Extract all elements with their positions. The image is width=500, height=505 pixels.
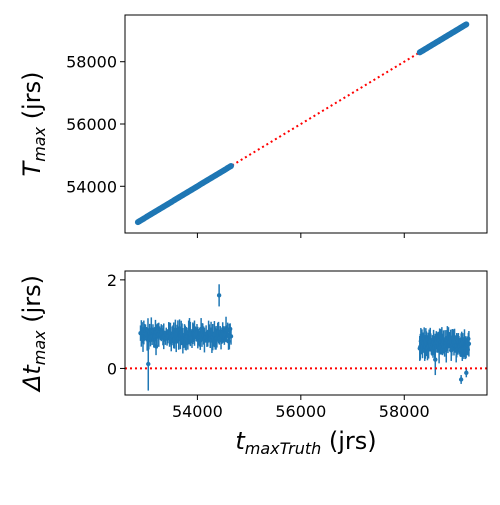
bottom-x-axis-label: tmaxTruth (jrs)	[235, 427, 376, 458]
top-reference-line	[137, 23, 467, 223]
bottom-x-tick-label: 56000	[275, 402, 326, 421]
top-y-tick-label: 54000	[66, 177, 117, 196]
bottom-axes-frame	[124, 270, 488, 396]
top-data-point	[463, 21, 470, 28]
bottom-data-layer	[125, 284, 487, 391]
top-ticks: 54000 56000 58000	[66, 53, 405, 238]
bottom-xlabel-unit: (jrs)	[321, 427, 376, 455]
bottom-data-point	[228, 334, 234, 339]
bottom-x-tick-label: 58000	[379, 402, 430, 421]
bottom-xlabel-main: t	[235, 427, 246, 455]
bottom-y-tick-label: 0	[107, 359, 117, 378]
bottom-data-point	[464, 370, 469, 376]
top-ylabel-sub: max	[30, 126, 49, 161]
top-data-point	[228, 163, 235, 170]
top-data-layer	[134, 21, 470, 226]
bottom-data-point	[146, 361, 151, 367]
top-y-tick-label: 56000	[66, 115, 117, 134]
top-ylabel-unit: (jrs)	[18, 72, 46, 127]
bottom-ylabel-prefix: Δt	[18, 364, 46, 393]
bottom-data-point	[458, 377, 464, 382]
bottom-data-point	[216, 293, 222, 298]
bottom-y-tick-label: 2	[107, 271, 117, 290]
top-ylabel-main: T	[18, 159, 46, 176]
bottom-xlabel-sub: maxTruth	[245, 439, 322, 458]
bottom-data-point	[466, 341, 472, 346]
bottom-x-tick-label: 54000	[172, 402, 223, 421]
top-y-tick-label: 58000	[66, 53, 117, 72]
bottom-y-axis-label: Δtmax (jrs)	[18, 275, 49, 393]
bottom-ylabel-unit: (jrs)	[18, 275, 46, 330]
bottom-data-point	[433, 357, 438, 362]
top-y-axis-label: Tmax (jrs)	[18, 72, 49, 177]
bottom-ticks: 0 2 54000 56000 58000	[107, 271, 430, 421]
bottom-data-point	[153, 344, 159, 349]
bottom-panel: 0 2 54000 56000 58000 Δtmax (jrs) tmaxTruth …	[18, 270, 488, 458]
bottom-ylabel-sub: max	[30, 330, 49, 365]
top-panel: 54000 56000 58000 Tmax (jrs)	[18, 14, 488, 238]
